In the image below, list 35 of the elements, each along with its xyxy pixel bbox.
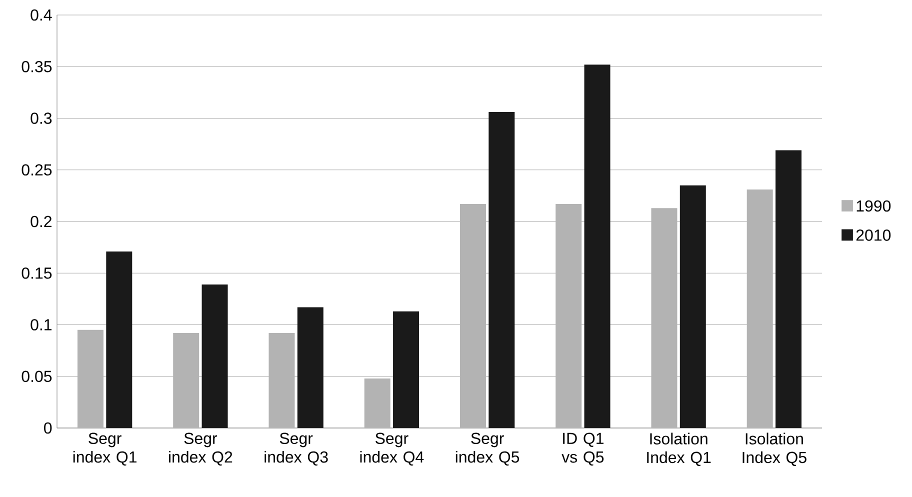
y-tick-label: 0.4 xyxy=(30,9,52,21)
legend-label: 1990 xyxy=(856,200,891,212)
x-tick-label: Isolation Index Q1 xyxy=(647,432,711,466)
bar xyxy=(393,311,420,428)
bar xyxy=(776,150,802,428)
y-tick-label: 0 xyxy=(44,422,52,434)
bar xyxy=(584,64,610,428)
y-tick-label: 0.3 xyxy=(30,112,52,124)
y-tick-label: 0.15 xyxy=(22,267,52,279)
bar xyxy=(746,189,773,428)
y-tick-label: 0.35 xyxy=(22,60,52,72)
x-tick-label: ID Q1 vs Q5 xyxy=(562,432,604,466)
bar xyxy=(297,307,324,428)
y-tick-label: 0.1 xyxy=(30,319,52,330)
x-tick-label: Segr index Q4 xyxy=(360,432,424,466)
bar xyxy=(173,333,200,428)
y-tick-label: 0.2 xyxy=(30,216,52,228)
bar xyxy=(556,204,582,428)
x-tick-label: Segr index Q1 xyxy=(73,432,136,466)
legend-label: 2010 xyxy=(856,230,891,241)
bar xyxy=(106,251,132,428)
x-tick-label: Segr index Q5 xyxy=(456,432,520,466)
y-tick-label: 0.05 xyxy=(22,370,52,382)
bar xyxy=(268,333,295,428)
bar xyxy=(77,330,104,428)
bar xyxy=(202,284,228,428)
bar xyxy=(651,208,678,428)
x-tick-label: Segr index Q3 xyxy=(264,432,328,466)
x-tick-label: Isolation Index Q5 xyxy=(742,432,806,466)
x-tick-label: Segr index Q2 xyxy=(169,432,232,466)
bar xyxy=(488,112,515,428)
y-tick-label: 0.25 xyxy=(22,164,52,176)
bar xyxy=(364,378,390,428)
bar xyxy=(680,185,706,428)
bar xyxy=(460,204,486,428)
